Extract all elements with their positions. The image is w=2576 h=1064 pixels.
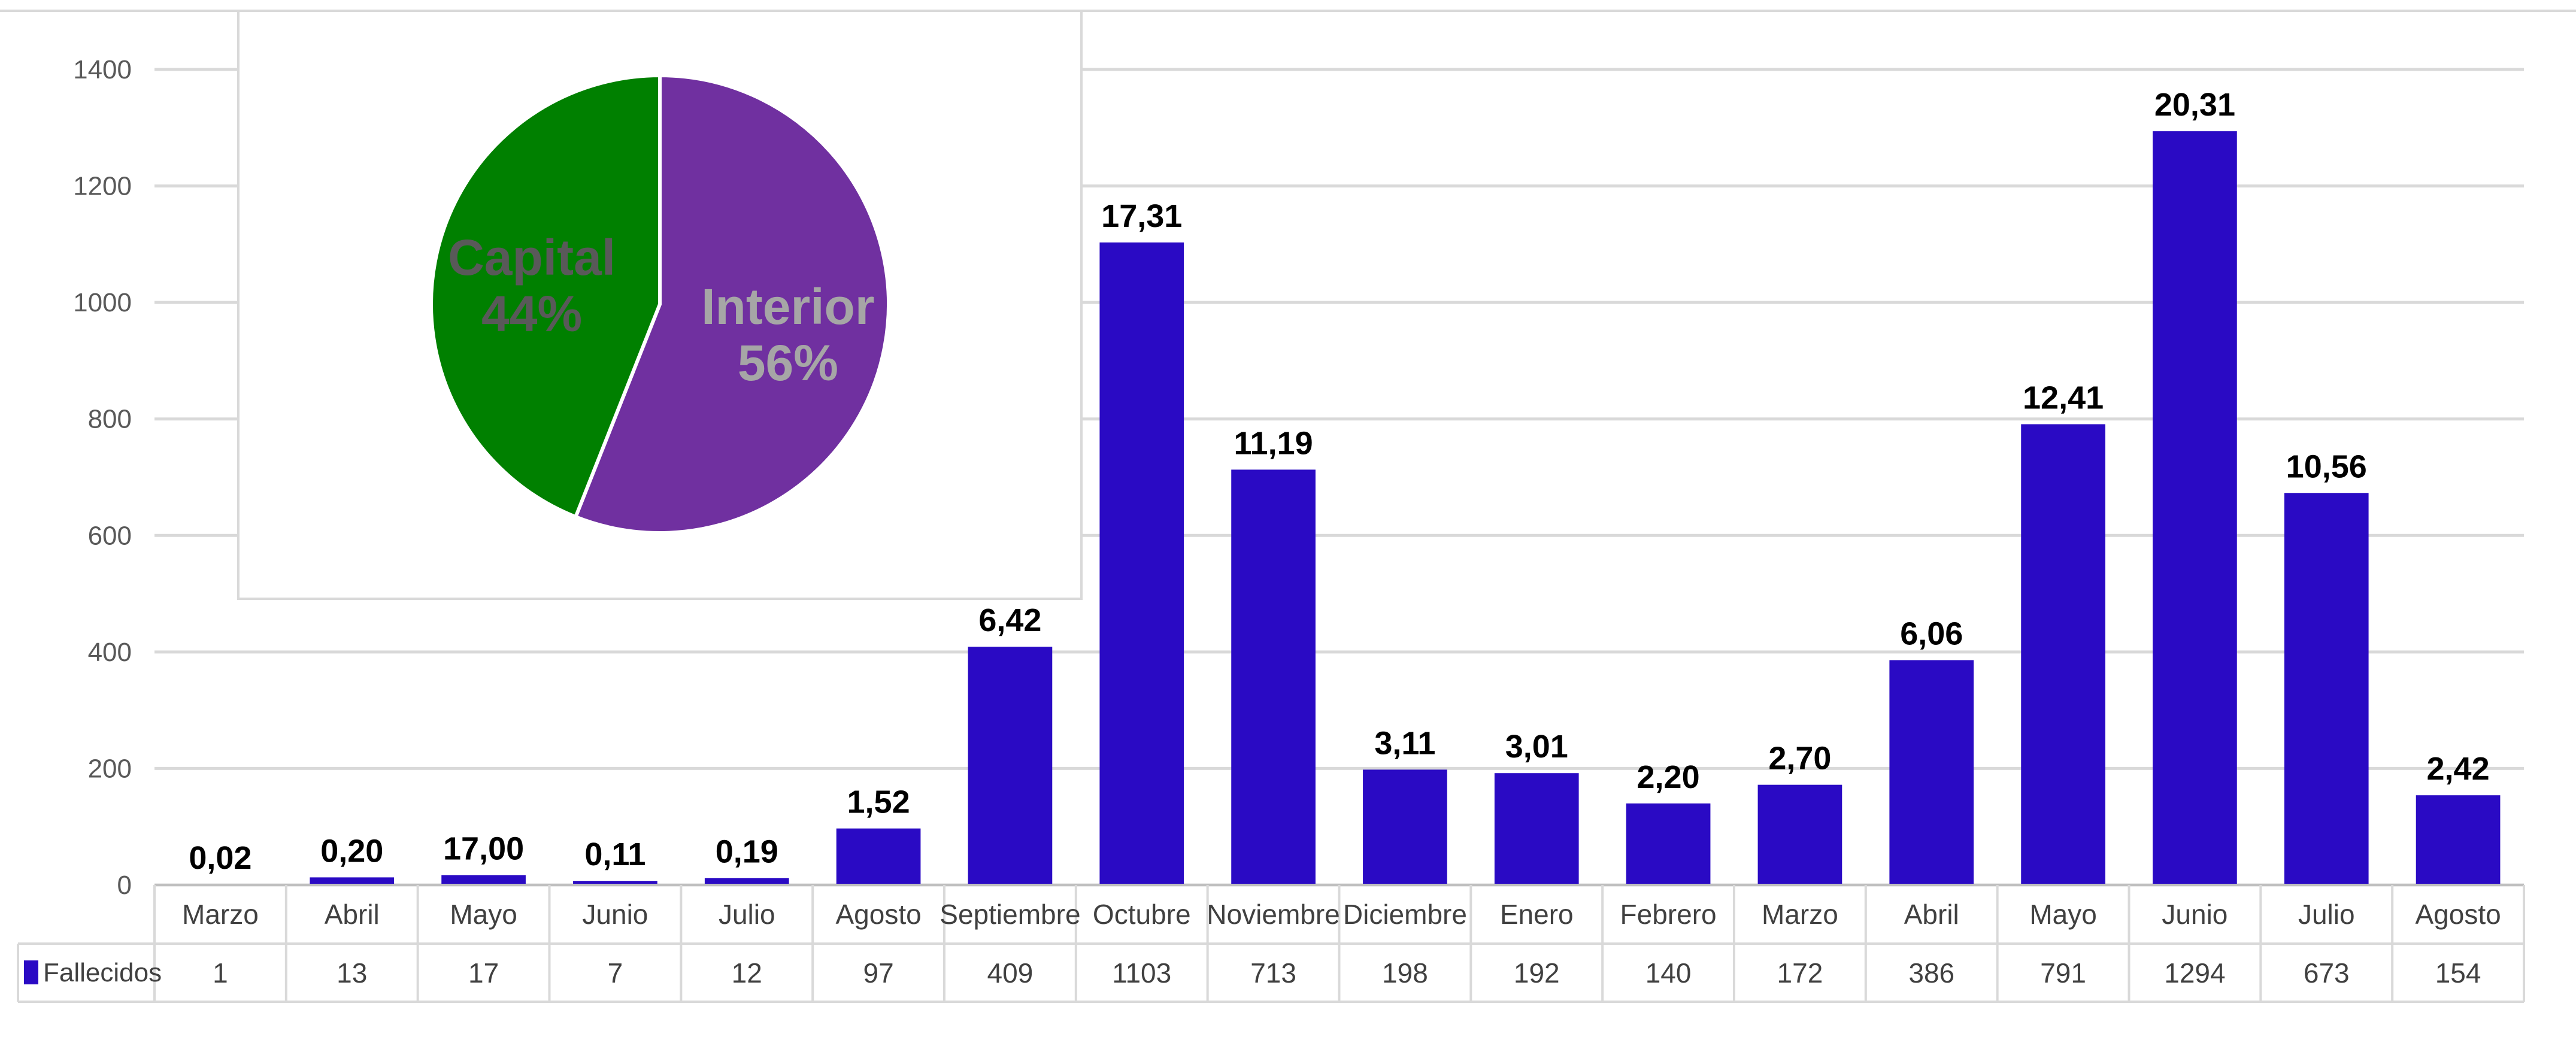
category-label: Abril: [1904, 899, 1959, 930]
table-value: 13: [337, 957, 367, 989]
data-label: 17,31: [1101, 198, 1182, 234]
y-tick-label: 1200: [73, 172, 132, 201]
data-label: 6,06: [1900, 616, 1963, 651]
category-label: Marzo: [182, 899, 259, 930]
data-label: 0,11: [584, 836, 645, 872]
data-label: 3,11: [1374, 725, 1435, 761]
category-label: Diciembre: [1343, 899, 1467, 930]
data-label: 1,52: [847, 784, 910, 820]
bar: [1757, 784, 1842, 885]
data-label: 12,41: [2023, 380, 2104, 416]
category-label: Abril: [325, 899, 380, 930]
data-label: 17,00: [443, 830, 524, 866]
y-tick-label: 1000: [73, 288, 132, 317]
table-value: 673: [2304, 957, 2350, 989]
table-value: 7: [608, 957, 623, 989]
pie-slice: [573, 73, 890, 535]
table-value: 172: [1777, 957, 1823, 989]
bar: [704, 878, 789, 885]
data-labels: 0,02 0,20 17,00 0,11 0,19 1,52 6,42 17,31 11,19 3…: [189, 87, 2489, 876]
table-value: 1103: [1112, 957, 1171, 989]
pie-slice-label: Interior: [701, 278, 874, 335]
data-label: 2,70: [1768, 741, 1831, 777]
bar: [2153, 131, 2237, 886]
pie-slice-percent: 56%: [738, 335, 838, 391]
bar: [310, 877, 395, 885]
bar: [1363, 769, 1447, 885]
y-tick-label: 1400: [73, 55, 132, 84]
category-label: Marzo: [1762, 899, 1838, 930]
bar: [2416, 795, 2501, 885]
category-label: Febrero: [1620, 899, 1717, 930]
category-label: Octubre: [1093, 899, 1191, 930]
table-value: 12: [732, 957, 762, 989]
bar: [1889, 660, 1974, 885]
bar: [1099, 242, 1184, 885]
pie-slice: [429, 73, 662, 520]
legend-label: Fallecidos: [43, 958, 162, 987]
category-label: Julio: [2298, 899, 2355, 930]
category-label: Julio: [719, 899, 775, 930]
data-label: 2,20: [1637, 759, 1700, 795]
table-value: 192: [1514, 957, 1560, 989]
table-value: 713: [1250, 957, 1296, 989]
y-tick-label: 0: [117, 871, 132, 900]
bar: [968, 647, 1053, 885]
category-label: Enero: [1500, 899, 1574, 930]
data-label: 0,02: [189, 840, 251, 876]
table-value: 791: [2040, 957, 2086, 989]
table-value: 97: [863, 957, 893, 989]
bar: [441, 875, 526, 885]
legend-swatch: [24, 960, 38, 984]
table-value: 386: [1908, 957, 1954, 989]
category-label: Noviembre: [1207, 899, 1339, 930]
table-value: 154: [2435, 957, 2481, 989]
data-label: 0,19: [716, 833, 778, 869]
y-tick-label: 800: [88, 405, 132, 434]
data-label: 6,42: [978, 602, 1041, 638]
table-value: 409: [987, 957, 1034, 989]
category-label: Junio: [582, 899, 648, 930]
data-label: 20,31: [2154, 87, 2235, 123]
data-label: 11,19: [1234, 425, 1313, 461]
bar: [573, 881, 657, 885]
bar: [836, 828, 921, 885]
y-tick-label: 400: [88, 638, 132, 667]
y-tick-label: 600: [88, 521, 132, 550]
table-value: 140: [1645, 957, 1692, 989]
category-label: Mayo: [450, 899, 517, 930]
data-table: Marzo 1 Abril 13 Mayo 17 Junio 7 Julio 12 Agosto 97…: [17, 884, 2525, 1003]
table-value: 1: [213, 957, 228, 989]
category-label: Agosto: [2415, 899, 2501, 930]
data-label: 2,42: [2427, 751, 2490, 787]
data-label: 3,01: [1505, 729, 1568, 765]
pie-slice-label: Capital: [448, 229, 616, 286]
bar: [2021, 424, 2105, 885]
category-label: Septiembre: [940, 899, 1080, 930]
pie-slice-percent: 44%: [481, 286, 582, 342]
bars: [178, 131, 2501, 886]
data-label: 10,56: [2286, 448, 2367, 484]
bar: [2284, 493, 2369, 885]
table-value: 1294: [2164, 957, 2225, 989]
category-label: Mayo: [2029, 899, 2096, 930]
table-value: 17: [468, 957, 499, 989]
data-label: 0,20: [320, 833, 383, 869]
category-label: Junio: [2162, 899, 2228, 930]
bar: [1626, 803, 1711, 885]
table-value: 198: [1382, 957, 1428, 989]
category-label: Agosto: [835, 899, 921, 930]
bar: [1494, 773, 1579, 885]
y-tick-label: 200: [88, 754, 132, 783]
bar: [1231, 469, 1316, 885]
y-axis-ticks: 0 200 400 600 800 1000 1200 1400: [73, 55, 132, 900]
